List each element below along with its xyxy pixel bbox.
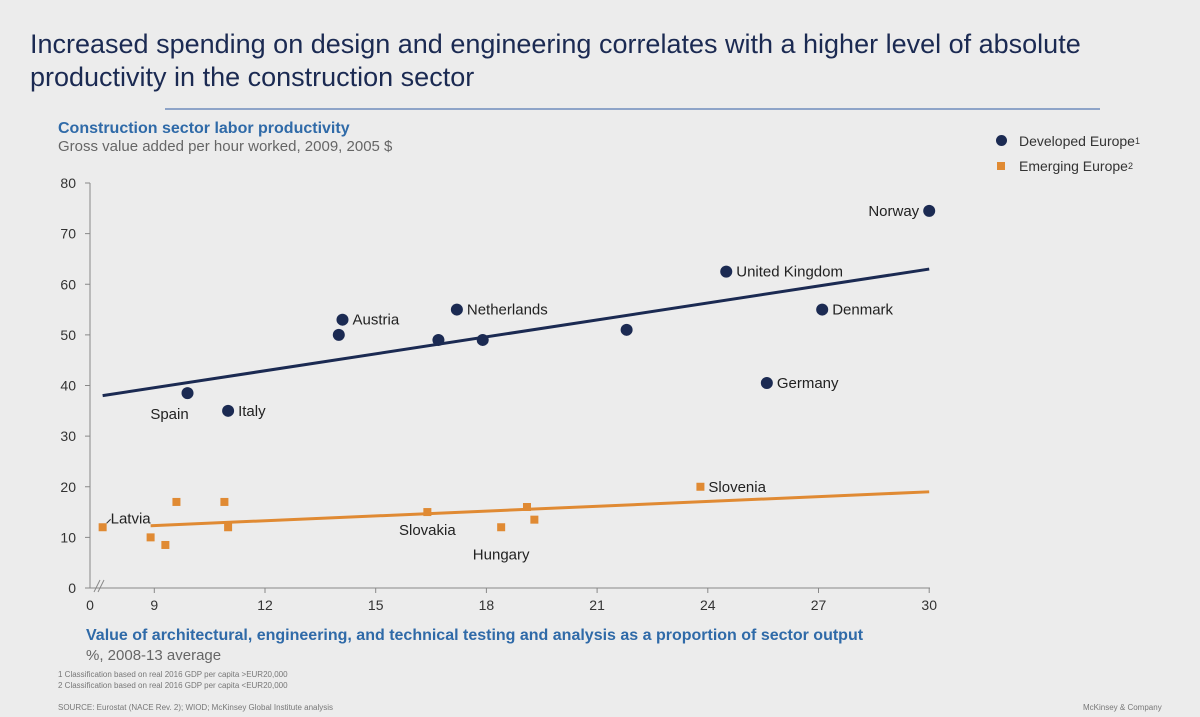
legend-label-emerging: Emerging Europe <box>1019 157 1128 174</box>
x-axis-unit: %, 2008-13 average <box>86 647 222 664</box>
data-label: Spain <box>150 406 188 423</box>
data-label: Norway <box>868 203 919 220</box>
data-point-emerging <box>530 515 539 524</box>
data-point-developed <box>816 303 829 316</box>
trend-line-developed <box>102 267 930 398</box>
data-point-emerging <box>522 503 531 511</box>
legend-item-emerging: Emerging Europe 2 <box>995 153 1140 178</box>
circle-marker-icon <box>995 135 1007 146</box>
x-tick-label: 9 <box>150 597 158 613</box>
data-point-developed <box>760 376 773 389</box>
data-label: Germany <box>777 375 839 392</box>
data-point-developed <box>720 265 733 278</box>
label-leader-line <box>106 518 111 524</box>
x-tick-label: 24 <box>700 597 716 613</box>
data-point-developed <box>181 387 194 400</box>
data-point-developed <box>450 303 463 316</box>
data-point-emerging <box>172 497 181 506</box>
data-point-developed <box>476 333 489 346</box>
x-tick-label: 18 <box>479 597 495 613</box>
data-point-emerging <box>497 523 506 532</box>
axis-break-mark <box>93 579 101 593</box>
legend-footnote-1: 1 <box>1134 135 1140 146</box>
data-label: Netherlands <box>467 302 548 319</box>
y-tick-label: 20 <box>60 479 76 495</box>
data-point-developed <box>332 328 345 341</box>
x-tick-label: 27 <box>811 597 827 613</box>
y-tick-label: 10 <box>60 529 76 545</box>
square-marker-icon <box>997 161 1005 170</box>
y-tick-label: 0 <box>68 580 76 596</box>
data-point-developed <box>432 333 445 346</box>
page-title: Increased spending on design and enginee… <box>30 29 1081 92</box>
data-point-developed <box>620 323 633 336</box>
data-point-emerging <box>146 533 155 542</box>
data-point-emerging <box>220 497 229 506</box>
title-divider <box>165 108 1100 110</box>
legend-footnote-2: 2 <box>1127 160 1133 171</box>
legend: Developed Europe 1 Emerging Europe 2 <box>995 128 1140 178</box>
legend-label-developed: Developed Europe <box>1019 132 1135 149</box>
chart-unit: Gross value added per hour worked, 2009,… <box>58 138 393 155</box>
data-point-emerging <box>224 523 233 532</box>
data-point-emerging <box>423 508 432 517</box>
legend-item-developed: Developed Europe 1 <box>995 128 1140 153</box>
data-label: Austria <box>352 312 399 329</box>
y-tick-label: 80 <box>60 175 76 191</box>
brand-name: McKinsey & Company <box>1083 703 1162 712</box>
data-point-developed <box>336 313 349 326</box>
footnote-1: 1 Classification based on real 2016 GDP … <box>58 670 288 679</box>
data-label: Slovenia <box>708 479 766 496</box>
trend-line-emerging <box>150 490 930 528</box>
x-tick-label: 12 <box>257 597 273 613</box>
data-point-developed <box>222 404 235 417</box>
x-tick-label: 21 <box>589 597 605 613</box>
chart-subtitle: Construction sector labor productivity <box>58 120 350 137</box>
data-point-emerging <box>98 523 107 532</box>
data-point-emerging <box>161 540 170 549</box>
source-note: SOURCE: Eurostat (NACE Rev. 2); WIOD; Mc… <box>58 703 334 712</box>
data-point-emerging <box>696 482 705 491</box>
data-label: Hungary <box>473 546 530 563</box>
data-label: Latvia <box>111 510 152 527</box>
y-tick-label: 50 <box>60 327 76 343</box>
data-label: United Kingdom <box>736 264 843 281</box>
y-tick-label: 30 <box>60 428 76 444</box>
x-tick-label: 30 <box>921 597 937 613</box>
data-label: Denmark <box>832 302 893 319</box>
x-tick-label: 0 <box>86 597 94 613</box>
y-tick-label: 60 <box>60 276 76 292</box>
data-label: Italy <box>238 403 266 420</box>
data-label: Slovakia <box>399 522 456 539</box>
x-axis-title: Value of architectural, engineering, and… <box>86 627 864 644</box>
y-tick-label: 70 <box>60 226 76 242</box>
axis-break-mark <box>97 579 105 593</box>
footnote-2: 2 Classification based on real 2016 GDP … <box>58 681 288 690</box>
y-tick-label: 40 <box>60 378 76 394</box>
data-point-developed <box>923 204 936 217</box>
x-tick-label: 15 <box>368 597 384 613</box>
